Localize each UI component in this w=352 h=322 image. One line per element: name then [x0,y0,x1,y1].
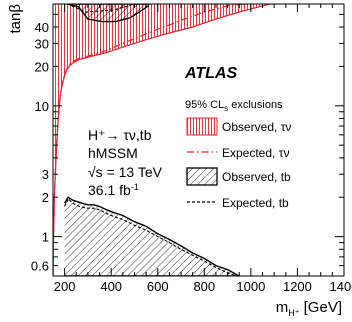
observed-tb-high-region [66,4,150,23]
y-tick-label: 0.6 [31,259,49,274]
x-tick-label: 1000 [236,279,265,294]
legend-label-observed-tb: Observed, tb [222,170,291,184]
observed-tb-low-region [64,197,240,276]
x-tick-label: 800 [193,279,215,294]
atlas-label: ATLAS [184,65,237,82]
legend: 95% CLs exclusions Observed, τν Expected… [185,99,291,210]
observed-taunu-region [53,4,275,276]
legend-label-expected-tb: Expected, tb [222,196,289,210]
legend-label-expected-taunu: Expected, τν [222,146,289,160]
info-block: H⁺→ τν,tb hMSSM √s = 13 TeV 36.1 fb-1 [88,127,163,198]
legend-title: 95% CLs exclusions [185,99,283,113]
y-tick-label: 3 [42,167,49,182]
info-energy: √s = 13 TeV [88,164,163,180]
x-axis-title: mH⁺ [GeV] [276,299,342,318]
x-tick-label: 200 [54,279,76,294]
series-layer [53,4,275,276]
observed-tb-low-line [63,196,240,276]
y-tick-label: 1 [42,230,49,245]
x-tick-label: 1200 [283,279,312,294]
plot-frame [52,3,345,277]
x-axis-title-unit: [GeV] [299,299,342,316]
legend-swatch-observed-tb [186,167,218,186]
y-tick-label: 20 [35,59,49,74]
expected-tb-low-line [64,197,238,276]
expected-tb-high-line [71,4,135,13]
info-process: H⁺→ τν,tb [88,127,152,143]
legend-label-observed-taunu: Observed, τν [222,120,291,134]
y-axis-title: tanβ [7,4,24,34]
y-tick-label: 10 [35,99,49,114]
observed-taunu-line [53,4,275,276]
legend-swatch-observed-taunu [186,117,218,136]
x-tick-label: 600 [147,279,169,294]
info-luminosity: 36.1 fb-1 [88,182,139,198]
y-tick-label: 2 [42,190,49,205]
info-model: hMSSM [88,145,138,161]
y-tick-label: 40 [35,20,49,35]
info-luminosity-sup: -1 [131,182,139,192]
x-tick-label: 400 [100,279,122,294]
y-tick-label: 30 [35,36,49,51]
x-axis-title-sub: H⁺ [288,308,299,318]
